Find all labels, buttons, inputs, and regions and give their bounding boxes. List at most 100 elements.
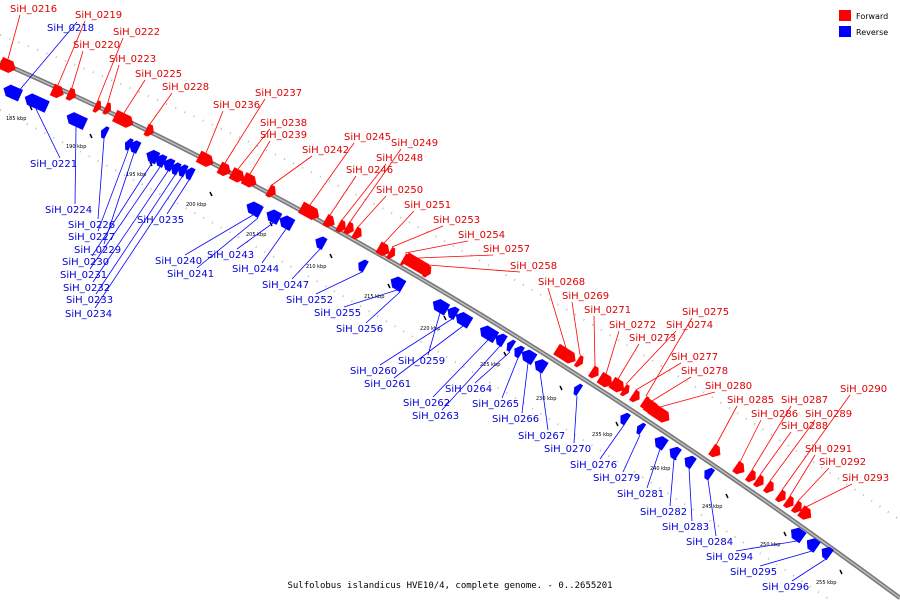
gene-sih-0269[interactable] [573,354,586,370]
gene-sih-0232[interactable] [160,156,177,175]
gene-sih-0270[interactable] [570,382,584,399]
gene-sih-0267-label[interactable]: SiH_0267 [518,431,565,442]
gene-sih-0232-label[interactable]: SiH_0232 [63,283,110,294]
gene-sih-0238-label[interactable]: SiH_0238 [260,118,307,129]
gene-sih-0219[interactable] [49,83,66,102]
gene-sih-0258[interactable] [421,264,433,280]
gene-sih-0238[interactable] [228,167,247,186]
gene-sih-0246-label[interactable]: SiH_0246 [346,165,393,176]
gene-sih-0280-label[interactable]: SiH_0280 [705,381,752,392]
gene-sih-0294[interactable] [787,525,808,546]
gene-sih-0286-label[interactable]: SiH_0286 [751,409,798,420]
gene-sih-0235-label[interactable]: SiH_0235 [137,215,184,226]
gene-sih-0218-label[interactable]: SiH_0218 [47,23,94,34]
gene-sih-0285[interactable] [707,443,723,461]
gene-sih-0253-label[interactable]: SiH_0253 [433,215,480,226]
gene-sih-0237-label[interactable]: SiH_0237 [255,88,302,99]
gene-sih-0229[interactable] [126,138,143,157]
gene-sih-0262-label[interactable]: SiH_0262 [403,398,450,409]
gene-sih-0295[interactable] [802,536,822,556]
gene-sih-0231-label[interactable]: SiH_0231 [60,270,107,281]
gene-sih-0252[interactable] [355,258,371,275]
gene-sih-0253[interactable] [385,246,397,262]
gene-sih-0246[interactable] [322,213,338,231]
gene-sih-0284[interactable] [700,466,716,483]
gene-sih-0251[interactable] [375,241,392,260]
gene-sih-0273-label[interactable]: SiH_0273 [629,333,676,344]
gene-sih-0230[interactable] [143,148,162,167]
gene-sih-0226[interactable] [98,125,111,142]
gene-sih-0295-label[interactable]: SiH_0295 [730,567,777,578]
gene-sih-0224[interactable] [64,110,90,133]
gene-sih-0249-label[interactable]: SiH_0249 [391,138,438,149]
gene-sih-0269-label[interactable]: SiH_0269 [562,291,609,302]
gene-sih-0223[interactable] [102,101,113,117]
gene-sih-0226-label[interactable]: SiH_0226 [68,220,115,231]
gene-sih-0230-label[interactable]: SiH_0230 [62,257,109,268]
gene-sih-0290-label[interactable]: SiH_0290 [840,384,887,395]
gene-sih-0274[interactable] [619,383,632,399]
gene-sih-0259-label[interactable]: SiH_0259 [398,356,445,367]
gene-sih-0220[interactable] [65,87,78,104]
gene-sih-0237[interactable] [216,161,233,180]
gene-sih-0272-label[interactable]: SiH_0272 [609,320,656,331]
gene-sih-0252-label[interactable]: SiH_0252 [286,295,333,306]
gene-sih-0251-label[interactable]: SiH_0251 [404,200,451,211]
gene-sih-0259[interactable] [429,297,452,318]
gene-sih-0248-label[interactable]: SiH_0248 [376,153,423,164]
gene-sih-0236-label[interactable]: SiH_0236 [213,100,260,111]
gene-sih-0291-label[interactable]: SiH_0291 [805,444,852,455]
gene-sih-0277-label[interactable]: SiH_0277 [671,352,718,363]
gene-sih-0239[interactable] [240,172,259,191]
gene-sih-0219-label[interactable]: SiH_0219 [75,10,122,21]
gene-sih-0291[interactable] [782,495,797,512]
gene-sih-0227[interactable] [122,137,135,154]
gene-sih-0254-label[interactable]: SiH_0254 [458,230,505,241]
gene-sih-0233[interactable] [168,161,183,178]
gene-sih-0241-label[interactable]: SiH_0241 [167,269,214,280]
gene-sih-0293[interactable] [796,505,814,524]
gene-sih-0248[interactable] [335,219,349,236]
gene-sih-0283-label[interactable]: SiH_0283 [662,522,709,533]
gene-sih-0288-label[interactable]: SiH_0288 [781,421,828,432]
gene-sih-0260-label[interactable]: SiH_0260 [350,366,397,377]
gene-sih-0285-label[interactable]: SiH_0285 [727,395,774,406]
gene-sih-0234[interactable] [175,163,190,180]
gene-sih-0231[interactable] [152,152,169,171]
gene-sih-0243[interactable] [263,207,284,228]
gene-sih-0240-label[interactable]: SiH_0240 [155,256,202,267]
gene-sih-0281-label[interactable]: SiH_0281 [617,489,664,500]
gene-sih-0218[interactable] [1,83,25,104]
gene-sih-0235[interactable] [182,166,197,183]
gene-sih-0224-label[interactable]: SiH_0224 [45,205,92,216]
gene-sih-0233-label[interactable]: SiH_0233 [66,295,113,306]
gene-sih-0222[interactable] [92,99,103,115]
gene-sih-0267[interactable] [531,357,550,377]
gene-sih-0227-label[interactable]: SiH_0227 [68,232,115,243]
gene-sih-0276[interactable] [616,411,632,428]
gene-sih-0249[interactable] [343,221,357,238]
gene-sih-0242-label[interactable]: SiH_0242 [302,145,349,156]
gene-sih-0245[interactable] [297,201,321,224]
gene-sih-0245-label[interactable]: SiH_0245 [344,132,391,143]
gene-sih-0272[interactable] [596,371,615,391]
gene-sih-0286[interactable] [731,460,747,478]
gene-sih-0280[interactable] [646,402,672,427]
gene-sih-0289-label[interactable]: SiH_0289 [805,409,852,420]
gene-sih-0268[interactable] [552,343,578,368]
gene-sih-0250-label[interactable]: SiH_0250 [376,185,423,196]
gene-sih-0265[interactable] [510,344,526,361]
gene-sih-0216[interactable] [0,56,18,76]
gene-sih-0294-label[interactable]: SiH_0294 [706,552,753,563]
gene-sih-0276-label[interactable]: SiH_0276 [570,460,617,471]
gene-sih-0268-label[interactable]: SiH_0268 [538,277,585,288]
gene-sih-0241[interactable] [252,204,266,221]
gene-sih-0220-label[interactable]: SiH_0220 [73,40,120,51]
gene-sih-0271[interactable] [587,365,601,382]
gene-sih-0270-label[interactable]: SiH_0270 [544,444,591,455]
gene-sih-0284-label[interactable]: SiH_0284 [686,537,733,548]
gene-sih-0289[interactable] [762,480,777,497]
gene-sih-0262[interactable] [476,323,500,346]
gene-sih-0222-label[interactable]: SiH_0222 [113,27,160,38]
gene-sih-0283[interactable] [680,453,698,472]
